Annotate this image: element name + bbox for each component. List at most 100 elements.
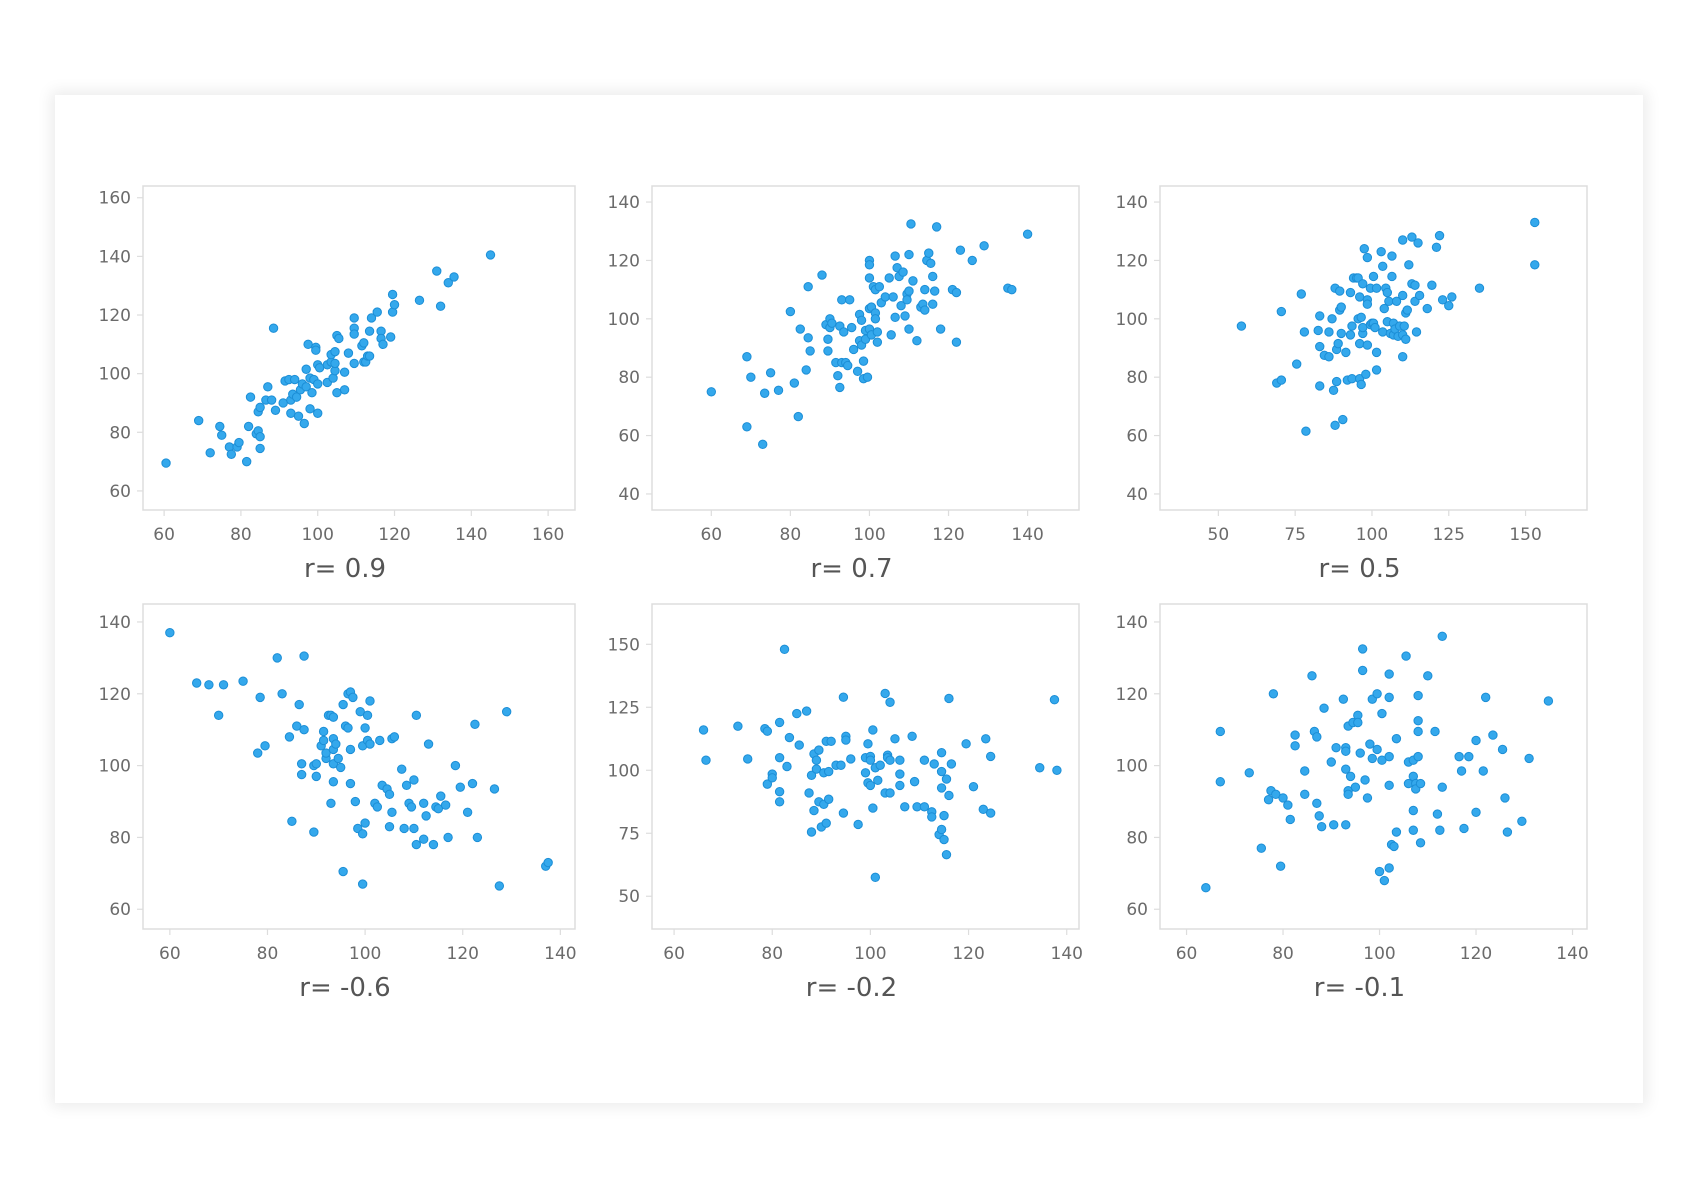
data-point <box>357 879 368 889</box>
data-point <box>1355 748 1365 758</box>
correlation-label: r= 0.5 <box>1318 554 1401 584</box>
data-point <box>1336 302 1346 312</box>
data-point <box>328 777 339 787</box>
data-point <box>375 735 385 746</box>
data-point <box>263 382 273 392</box>
data-point <box>895 780 905 791</box>
data-point <box>462 807 473 817</box>
data-point <box>440 800 451 810</box>
data-point <box>343 723 353 733</box>
y-tick-label: 140 <box>1116 613 1148 633</box>
y-tick-label: 40 <box>618 485 640 505</box>
data-point <box>1413 726 1423 737</box>
data-point <box>409 775 419 785</box>
data-point <box>321 748 331 758</box>
y-tick-label: 80 <box>1126 368 1148 388</box>
data-point <box>455 782 465 792</box>
x-tick-label: 125 <box>1433 525 1465 545</box>
x-tick-label: 80 <box>257 944 279 964</box>
data-point <box>467 778 478 789</box>
data-point <box>1345 771 1356 782</box>
data-point <box>774 717 785 728</box>
data-point <box>345 744 356 755</box>
data-point <box>1391 733 1402 744</box>
data-point <box>1413 238 1423 248</box>
data-point <box>846 322 857 333</box>
data-point <box>1410 280 1420 290</box>
y-tick-label: 100 <box>1116 310 1148 330</box>
data-point <box>1474 283 1485 293</box>
x-tick-label: 100 <box>301 525 333 545</box>
data-point <box>836 760 846 770</box>
data-point <box>270 405 281 416</box>
data-point <box>260 741 270 751</box>
data-point <box>865 780 876 791</box>
data-point <box>841 735 851 745</box>
data-point <box>349 358 359 369</box>
data-point <box>1315 381 1325 391</box>
data-point <box>1333 338 1343 349</box>
data-point <box>884 273 894 283</box>
data-point <box>1035 763 1045 773</box>
data-point <box>1347 321 1357 331</box>
data-point <box>1300 766 1310 776</box>
data-point <box>1447 292 1457 302</box>
data-point <box>935 324 946 334</box>
data-point <box>1415 838 1426 848</box>
data-point <box>349 329 359 339</box>
data-point <box>793 411 803 422</box>
x-tick-label: 60 <box>153 525 175 545</box>
correlation-label: r= -0.1 <box>1313 973 1406 1003</box>
data-point <box>443 278 453 288</box>
data-point <box>326 798 336 809</box>
data-point <box>1389 841 1399 852</box>
data-point <box>1374 866 1385 877</box>
data-point <box>433 803 444 814</box>
data-point <box>872 337 883 347</box>
data-point <box>870 872 881 883</box>
y-tick-label: 80 <box>1126 828 1148 848</box>
data-point <box>1330 420 1340 431</box>
data-point <box>886 330 896 340</box>
data-point <box>161 458 171 468</box>
data-point <box>1256 843 1267 853</box>
data-point <box>868 725 878 735</box>
y-tick-label: 120 <box>1116 685 1148 705</box>
x-tick-label: 80 <box>780 525 802 545</box>
data-point <box>313 408 323 418</box>
data-point <box>823 766 834 777</box>
data-point <box>543 857 553 868</box>
data-point <box>801 365 811 375</box>
data-point <box>733 721 743 731</box>
y-tick-label: 75 <box>618 824 640 844</box>
data-point <box>1356 379 1366 390</box>
y-tick-label: 140 <box>99 247 131 267</box>
data-point <box>794 740 804 750</box>
data-point <box>1263 795 1274 805</box>
x-tick-label: 140 <box>1011 525 1043 545</box>
data-point <box>885 755 895 765</box>
y-tick-label: 100 <box>1116 757 1148 777</box>
data-point <box>1356 312 1366 323</box>
data-point <box>1437 295 1448 305</box>
y-tick-label: 60 <box>109 900 131 920</box>
y-tick-label: 100 <box>608 761 640 781</box>
data-point <box>1377 755 1387 765</box>
data-point <box>350 796 361 807</box>
data-point <box>289 374 300 385</box>
data-point <box>1285 814 1295 825</box>
data-point <box>939 810 949 821</box>
plot-frame <box>142 603 576 930</box>
data-point <box>1464 751 1474 762</box>
data-point <box>939 834 949 845</box>
data-point <box>1497 744 1508 755</box>
y-tick-label: 40 <box>1126 485 1148 505</box>
data-point <box>1312 732 1322 742</box>
data-point <box>1236 321 1247 331</box>
data-point <box>904 286 914 296</box>
data-point <box>1488 730 1498 740</box>
data-point <box>1360 775 1370 785</box>
data-point <box>428 839 439 850</box>
data-point <box>1328 820 1339 830</box>
